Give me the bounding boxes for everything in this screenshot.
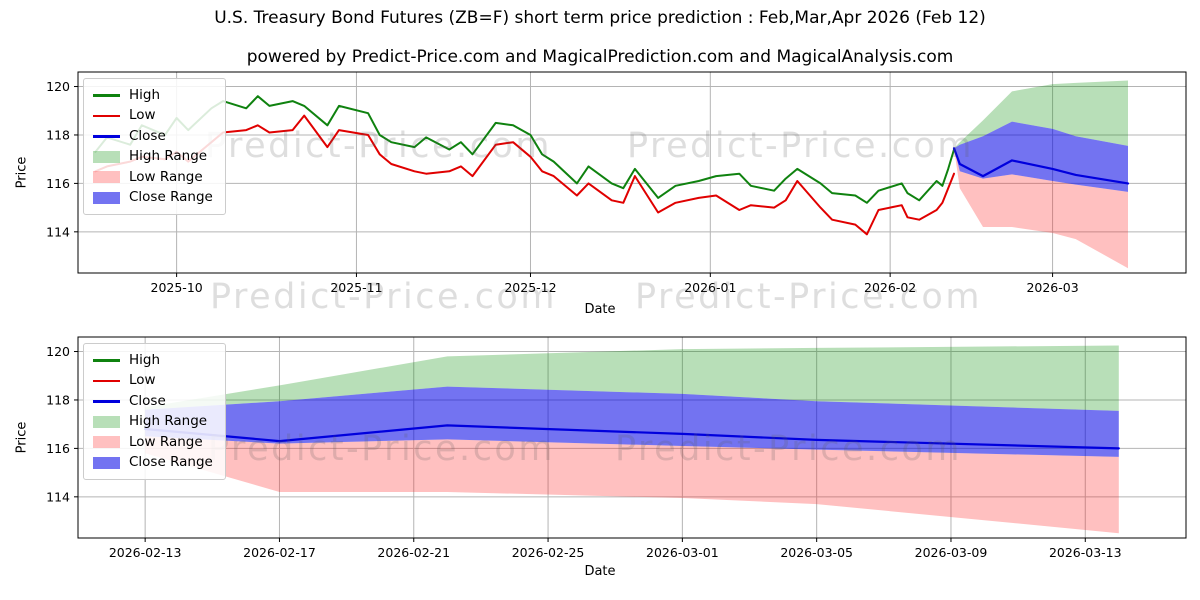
low-range-band <box>145 436 1119 534</box>
y-tick-label: 120 <box>46 344 70 359</box>
legend-label: Close Range <box>129 189 213 205</box>
x-tick-label: 2025-12 <box>504 280 556 295</box>
y-tick-label: 118 <box>46 127 70 142</box>
legend-item-high-range[interactable]: High Range <box>93 412 213 433</box>
x-tick-label: 2025-10 <box>151 280 203 295</box>
low-range-band <box>954 148 1128 269</box>
high-range-band <box>145 345 1119 411</box>
patch-swatch-icon <box>93 171 120 184</box>
x-tick-label: 2026-03-13 <box>1049 545 1122 560</box>
high-range-band <box>954 80 1128 149</box>
legend-item-high[interactable]: High <box>93 350 213 371</box>
legend-item-low[interactable]: Low <box>93 371 213 392</box>
x-tick-label: 2026-02 <box>864 280 916 295</box>
y-tick-label: 118 <box>46 392 70 407</box>
patch-swatch-icon <box>93 191 120 204</box>
x-tick-label: 2026-01 <box>684 280 736 295</box>
line-swatch-icon <box>93 114 120 117</box>
x-tick-label: 2026-02-17 <box>243 545 316 560</box>
close-range-band <box>145 386 1119 457</box>
patch-swatch-icon <box>93 150 120 163</box>
legend-item-high-range[interactable]: High Range <box>93 147 213 168</box>
patch-swatch-icon <box>93 456 120 469</box>
patch-swatch-icon <box>93 436 120 449</box>
legend-label: High <box>129 351 161 368</box>
legend-label: Low <box>129 372 156 388</box>
axes-frame <box>77 336 1187 539</box>
legend-label: Low Range <box>129 433 203 450</box>
x-tick-label: 2026-03-01 <box>646 545 719 560</box>
legend-bottom-chart: High Low Close High Range Low Range Close Ran… <box>83 343 226 480</box>
close-line <box>144 424 1120 450</box>
x-tick-label: 2025-11 <box>330 280 382 295</box>
x-tick-label: 2026-03 <box>1026 280 1078 295</box>
axes-frame <box>77 71 1187 274</box>
legend-label: Close <box>129 127 166 144</box>
x-tick-label: 2026-02-21 <box>377 545 450 560</box>
high-line <box>94 95 955 204</box>
line-swatch-icon <box>93 94 120 97</box>
line-swatch-icon <box>93 400 120 403</box>
line-swatch-icon <box>93 135 120 138</box>
y-tick-label: 120 <box>46 79 70 94</box>
y-tick-label: 114 <box>46 489 70 504</box>
low-line <box>94 114 955 236</box>
x-tick-label: 2026-03-09 <box>915 545 988 560</box>
y-axis-label-top: Price <box>14 156 30 189</box>
legend-label: High Range <box>129 148 208 164</box>
legend-item-low-range[interactable]: Low Range <box>93 432 213 453</box>
patch-swatch-icon <box>93 415 120 428</box>
legend-item-high[interactable]: High <box>93 85 213 106</box>
y-tick-label: 114 <box>46 224 70 239</box>
line-swatch-icon <box>93 359 120 362</box>
figure-title: U.S. Treasury Bond Futures (ZB=F) short … <box>214 8 986 28</box>
legend-item-close[interactable]: Close <box>93 126 213 147</box>
x-tick-label: 2026-02-13 <box>109 545 182 560</box>
x-tick-label: 2026-03-05 <box>780 545 853 560</box>
legend-label: Low <box>129 107 156 123</box>
x-axis-label-bottom: Date <box>584 564 616 579</box>
legend-item-close-range[interactable]: Close Range <box>93 453 213 474</box>
legend-label: Close <box>129 392 166 409</box>
chart-history-with-prediction: 2025-10 2025-11 2025-12 2026-01 2026-02 2026-… <box>46 71 1187 295</box>
legend-item-low[interactable]: Low <box>93 106 213 127</box>
figure-subtitle: powered by Predict-Price.com and Magical… <box>246 47 954 67</box>
x-tick-label: 2026-02-25 <box>512 545 585 560</box>
legend-top-chart: High Low Close High Range Low Range Close Ran… <box>83 78 226 215</box>
x-axis-label-top: Date <box>584 302 616 317</box>
legend-label: Close Range <box>129 454 213 470</box>
legend-item-close-range[interactable]: Close Range <box>93 188 213 209</box>
line-swatch-icon <box>93 379 120 382</box>
legend-label: High Range <box>129 413 208 429</box>
chart-prediction-detail: 2026-02-13 2026-02-17 2026-02-21 2026-02-25… <box>46 336 1187 560</box>
y-tick-label: 116 <box>46 176 70 191</box>
y-tick-label: 116 <box>46 441 70 456</box>
y-axis-label-bottom: Price <box>14 421 30 454</box>
close-range-band <box>954 121 1128 192</box>
legend-item-close[interactable]: Close <box>93 391 213 412</box>
close-line <box>952 147 1130 185</box>
legend-label: Low Range <box>129 168 203 185</box>
legend-label: High <box>129 86 161 103</box>
legend-item-low-range[interactable]: Low Range <box>93 167 213 188</box>
